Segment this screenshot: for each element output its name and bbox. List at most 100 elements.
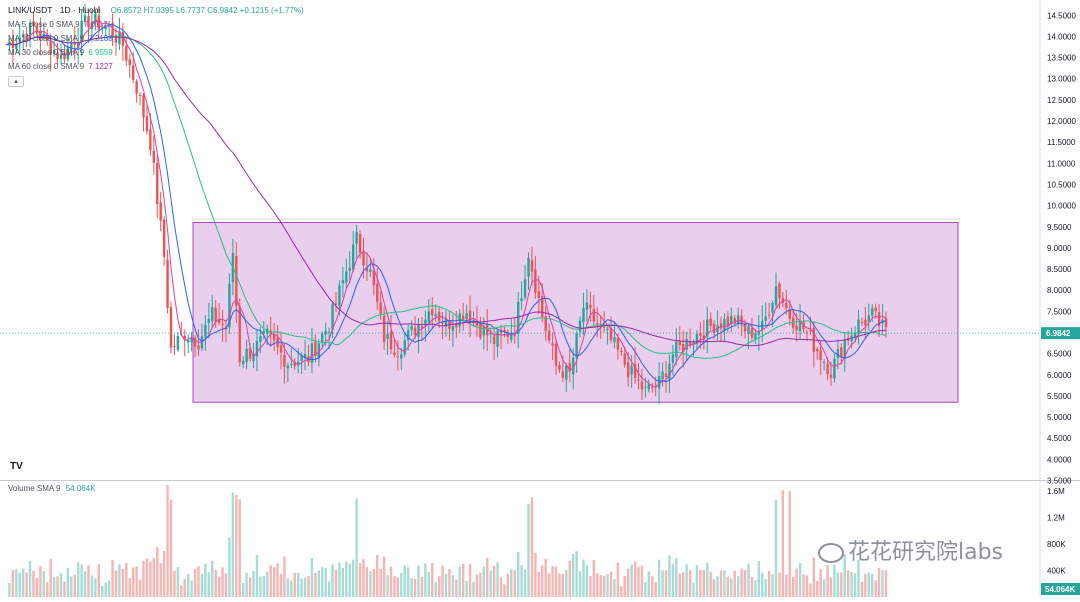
price-tick-label: 6.5000 [1047,350,1072,359]
volume-bar [35,577,39,597]
volume-bar [204,563,207,597]
volume-bar [293,572,296,597]
price-tick-label: 12.0000 [1047,117,1076,126]
volume-bar [156,546,159,597]
candle-body [613,337,616,343]
candle-body [482,326,486,336]
volume-bar [857,559,860,597]
candle-body [73,42,76,45]
ma-30-row[interactable]: MA 30 close 0 SMA 9 6.9559 [8,46,304,60]
volume-bar [719,570,723,597]
volume-bar [537,572,541,597]
candle-body [420,326,424,329]
candle-body [496,330,499,347]
candle-body [626,362,630,378]
volume-legend[interactable]: Volume SMA 9 54.064K [8,484,96,493]
candle-body [644,386,647,388]
candle-body [795,325,798,331]
candle-body [18,37,21,43]
candle-body [128,59,131,66]
volume-bar [176,567,180,597]
volume-bar [764,579,767,597]
volume-bar [671,564,675,597]
volume-bar [640,565,644,597]
candle-body [767,314,771,316]
candle-body [66,46,70,60]
ma-60-row[interactable]: MA 60 close 0 SMA 9 7.1227 [8,60,304,74]
candle-body [688,341,692,346]
price-tick-label: 7.5000 [1047,307,1072,316]
volume-bar [757,561,761,597]
watermark: 花花研究院labs [818,534,1003,566]
volume-bar [118,564,121,597]
volume-bar [633,561,637,597]
price-tick-label: 8.0000 [1047,286,1072,295]
volume-bar [238,499,241,597]
volume-bar [8,582,11,597]
volume-bar [128,578,131,597]
candle-body [149,129,152,151]
candle-body [757,330,761,335]
volume-bar [169,499,173,597]
ma-10-row[interactable]: MA 10 close 0 SMA 9 7.2188 [8,32,304,46]
volume-bar [730,578,733,597]
volume-bar [585,564,589,597]
candle-body [114,35,118,43]
volume-bar [300,578,303,597]
candle-body [640,381,644,390]
volume-bar [802,574,805,597]
volume-bar [630,564,633,597]
symbol-row[interactable]: LINK/USDT · 1D · Huobi O6.8572 H7.0395 L… [8,3,304,18]
volume-bar [530,497,534,597]
candle-body [369,269,372,272]
candle-body [609,327,613,341]
candle-body [39,30,42,40]
candle-body [279,345,283,353]
candle-body [345,271,348,283]
volume-bar [11,570,15,597]
candle-body [877,312,881,327]
volume-bar [66,567,70,597]
candle-body [730,315,733,324]
price-tick-label: 10.5000 [1047,180,1076,189]
volume-bar [767,570,771,597]
candle-body [217,319,221,324]
candle-body [21,34,25,37]
volume-bar [279,573,283,597]
volume-bar [798,563,802,597]
wechat-icon [818,543,844,563]
volume-bar [42,571,46,597]
candle-body [846,338,850,341]
volume-bar [444,573,448,597]
chevron-up-icon[interactable]: ▴ [8,76,24,87]
ma-30-line [5,35,887,359]
candle-body [822,362,826,364]
volume-bar [372,569,376,597]
ma-5-row[interactable]: MA 5 close 0 SMA 9 7.0112 [8,18,304,32]
volume-bar [400,573,403,597]
tradingview-logo[interactable]: TV [10,461,23,472]
candle-body [83,15,87,22]
volume-bar [654,581,657,597]
consolidation-range-box [192,222,959,403]
volume-bar [190,580,193,597]
candle-body [382,315,386,342]
candle-body [15,43,18,49]
volume-bar [733,570,736,597]
volume-bar [685,564,688,597]
candle-body [506,331,510,337]
price-tick-label: 14.0000 [1047,32,1076,41]
candle-body [63,53,66,60]
volume-label: Volume SMA 9 [8,484,61,493]
candle-body [121,31,125,46]
volume-bar [723,570,726,597]
price-tick-label: 4.0000 [1047,455,1072,464]
candle-body [489,333,492,335]
symbol-title[interactable]: LINK/USDT · 1D · Huobi [8,5,101,15]
volume-bar [499,577,503,597]
volume-bar [592,560,596,597]
candle-body [186,339,190,343]
volume-bar [448,568,451,597]
